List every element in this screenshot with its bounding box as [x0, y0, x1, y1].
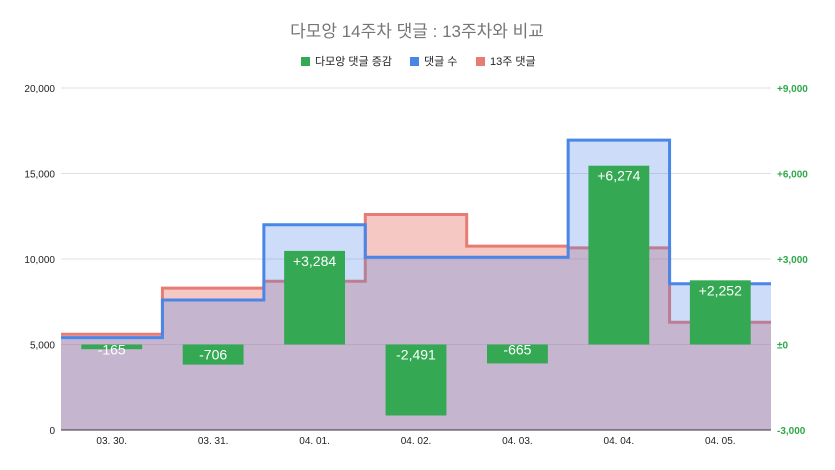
legend-label: 13주 댓글 — [490, 55, 536, 68]
series-13주-line — [61, 213, 771, 336]
x-tick-label: 04. 02. — [401, 436, 432, 447]
legend-label: 다모앙 댓글 증감 — [315, 55, 392, 68]
left-tick-label: 15,000 — [24, 170, 55, 181]
bar-data-label: +6,274 — [597, 168, 640, 184]
bar-data-label: +3,284 — [293, 253, 336, 269]
legend-swatch — [301, 57, 310, 66]
legend-swatch — [410, 57, 419, 66]
bar-data-label: -2,491 — [396, 347, 436, 363]
left-tick-label: 10,000 — [24, 255, 55, 266]
bar — [487, 344, 548, 364]
bar — [689, 280, 751, 345]
axes: 0 5,000 10,000 15,000 20,000 -3,000 ±0 +3,000 +6… — [24, 84, 808, 447]
bar-data-label: -665 — [503, 342, 531, 358]
x-tick-label: 04. 05. — [705, 436, 736, 447]
x-tick-label: 04. 03. — [502, 436, 533, 447]
chart-title: 다모앙 14주차 댓글 : 13주차와 비교 — [290, 22, 544, 41]
x-tick-label: 03. 31. — [198, 436, 229, 447]
right-tick-label: -3,000 — [777, 426, 806, 437]
bar-series: -165 -706 +3,284 -2,491 -665 +6,274 +2,252 — [81, 165, 751, 416]
right-tick-label: ±0 — [777, 341, 788, 352]
legend-label: 댓글 수 — [424, 55, 457, 68]
bar — [182, 344, 244, 365]
x-tick-label: 04. 01. — [299, 436, 330, 447]
right-tick-label: +9,000 — [777, 84, 808, 95]
series-comments-line — [61, 138, 771, 340]
bar-data-label: +2,252 — [699, 282, 742, 298]
left-tick-label: 5,000 — [30, 341, 55, 352]
bar-data-label: -165 — [98, 342, 126, 358]
bar — [385, 344, 447, 416]
legend: 다모앙 댓글 증감 댓글 수 13주 댓글 — [301, 55, 536, 68]
x-tick-label: 03. 30. — [96, 436, 127, 447]
bar — [284, 250, 345, 345]
bar-data-label: -706 — [199, 347, 227, 363]
bar — [588, 165, 650, 345]
left-tick-label: 20,000 — [24, 84, 55, 95]
right-tick-label: +3,000 — [777, 255, 808, 266]
legend-swatch — [476, 57, 485, 66]
x-tick-label: 04. 04. — [604, 436, 635, 447]
left-tick-label: 0 — [49, 426, 55, 437]
bar — [81, 344, 143, 350]
right-tick-label: +6,000 — [777, 170, 808, 181]
